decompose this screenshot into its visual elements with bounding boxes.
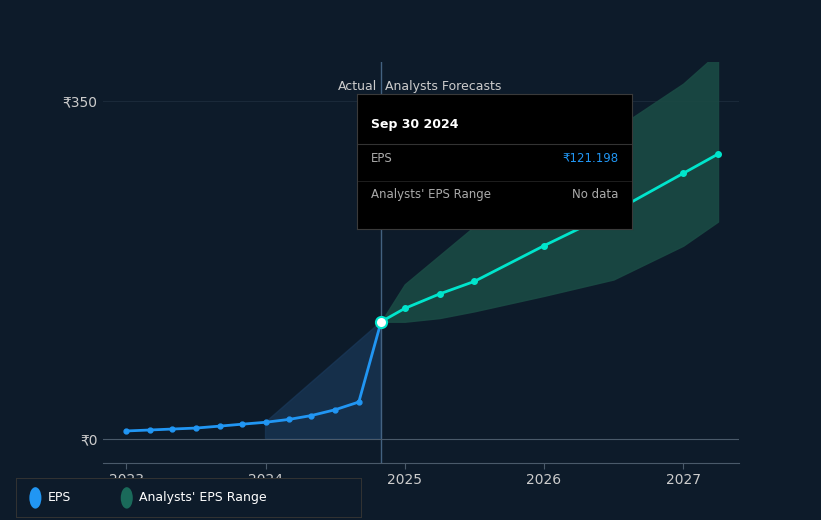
Text: No data: No data xyxy=(572,188,618,201)
Text: Sep 30 2024: Sep 30 2024 xyxy=(371,118,458,131)
Text: Analysts' EPS Range: Analysts' EPS Range xyxy=(371,188,491,201)
Ellipse shape xyxy=(30,487,41,509)
Text: ₹121.198: ₹121.198 xyxy=(562,152,618,165)
Text: Actual: Actual xyxy=(337,80,377,93)
Polygon shape xyxy=(265,322,381,439)
Ellipse shape xyxy=(121,487,133,509)
Text: Analysts Forecasts: Analysts Forecasts xyxy=(385,80,502,93)
Text: EPS: EPS xyxy=(48,491,71,504)
Text: Analysts' EPS Range: Analysts' EPS Range xyxy=(139,491,267,504)
Text: EPS: EPS xyxy=(371,152,392,165)
